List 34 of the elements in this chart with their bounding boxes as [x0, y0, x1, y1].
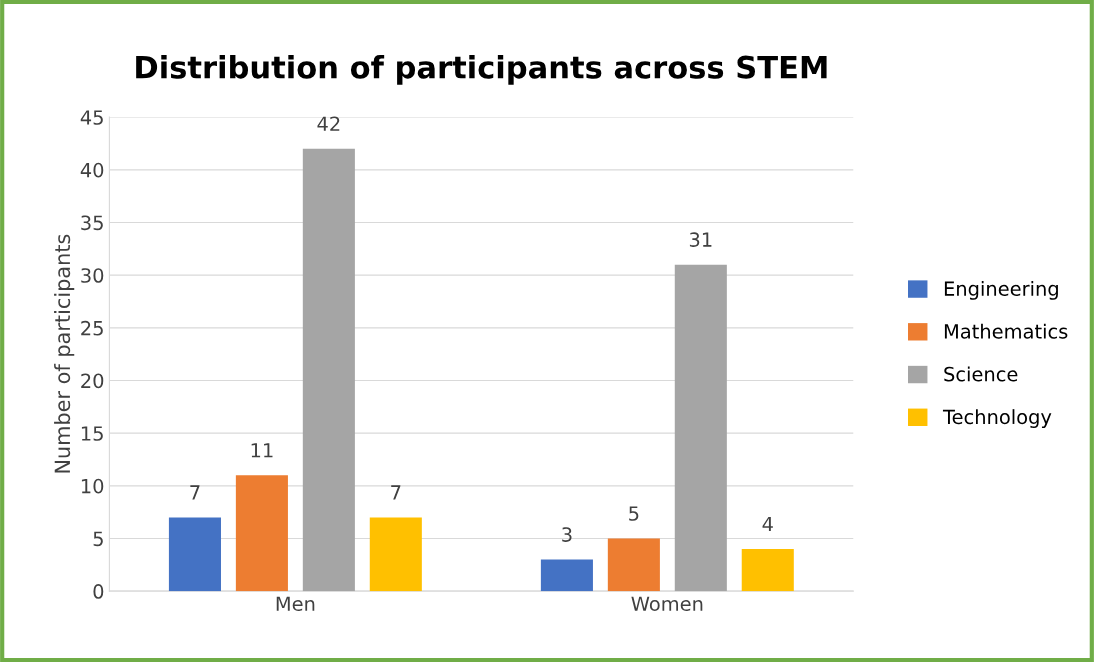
bar	[540, 559, 593, 592]
x-tick-label: Women	[631, 596, 703, 612]
legend-label: Science	[944, 366, 1018, 382]
bar	[168, 517, 221, 592]
x-tick-label: Men	[276, 596, 315, 612]
y-tick-label: 30	[81, 268, 104, 283]
y-tick-label: 45	[80, 110, 103, 125]
legend-label: Engineering	[944, 280, 1058, 300]
y-tick-label: 10	[81, 478, 104, 494]
y-tick-label: 0	[93, 584, 104, 599]
bar	[741, 549, 794, 592]
chart-title: Distribution of participants across STEM	[136, 55, 827, 85]
y-tick-label: 20	[81, 373, 104, 389]
bar	[302, 148, 355, 592]
y-tick-label: 40	[80, 162, 104, 178]
bar	[369, 517, 422, 592]
bar	[607, 538, 660, 592]
data-label: 7	[190, 485, 200, 500]
y-tick-label: 35	[81, 215, 103, 231]
data-label: 5	[629, 506, 639, 521]
y-tick-label: 25	[81, 320, 103, 336]
data-label: 42	[317, 116, 340, 131]
y-axis-title: Number of participants	[54, 234, 75, 473]
y-tick-label: 5	[93, 531, 103, 547]
data-label: 3	[562, 527, 572, 542]
y-tick-label: 15	[81, 426, 103, 441]
data-label: 7	[391, 485, 401, 500]
data-label: 11	[251, 443, 273, 458]
bar	[674, 264, 727, 592]
legend-label: Technology	[942, 409, 1052, 428]
bar	[235, 475, 288, 592]
data-label: 31	[689, 232, 712, 247]
data-label: 4	[762, 516, 773, 532]
legend-label: Mathematics	[944, 323, 1068, 339]
